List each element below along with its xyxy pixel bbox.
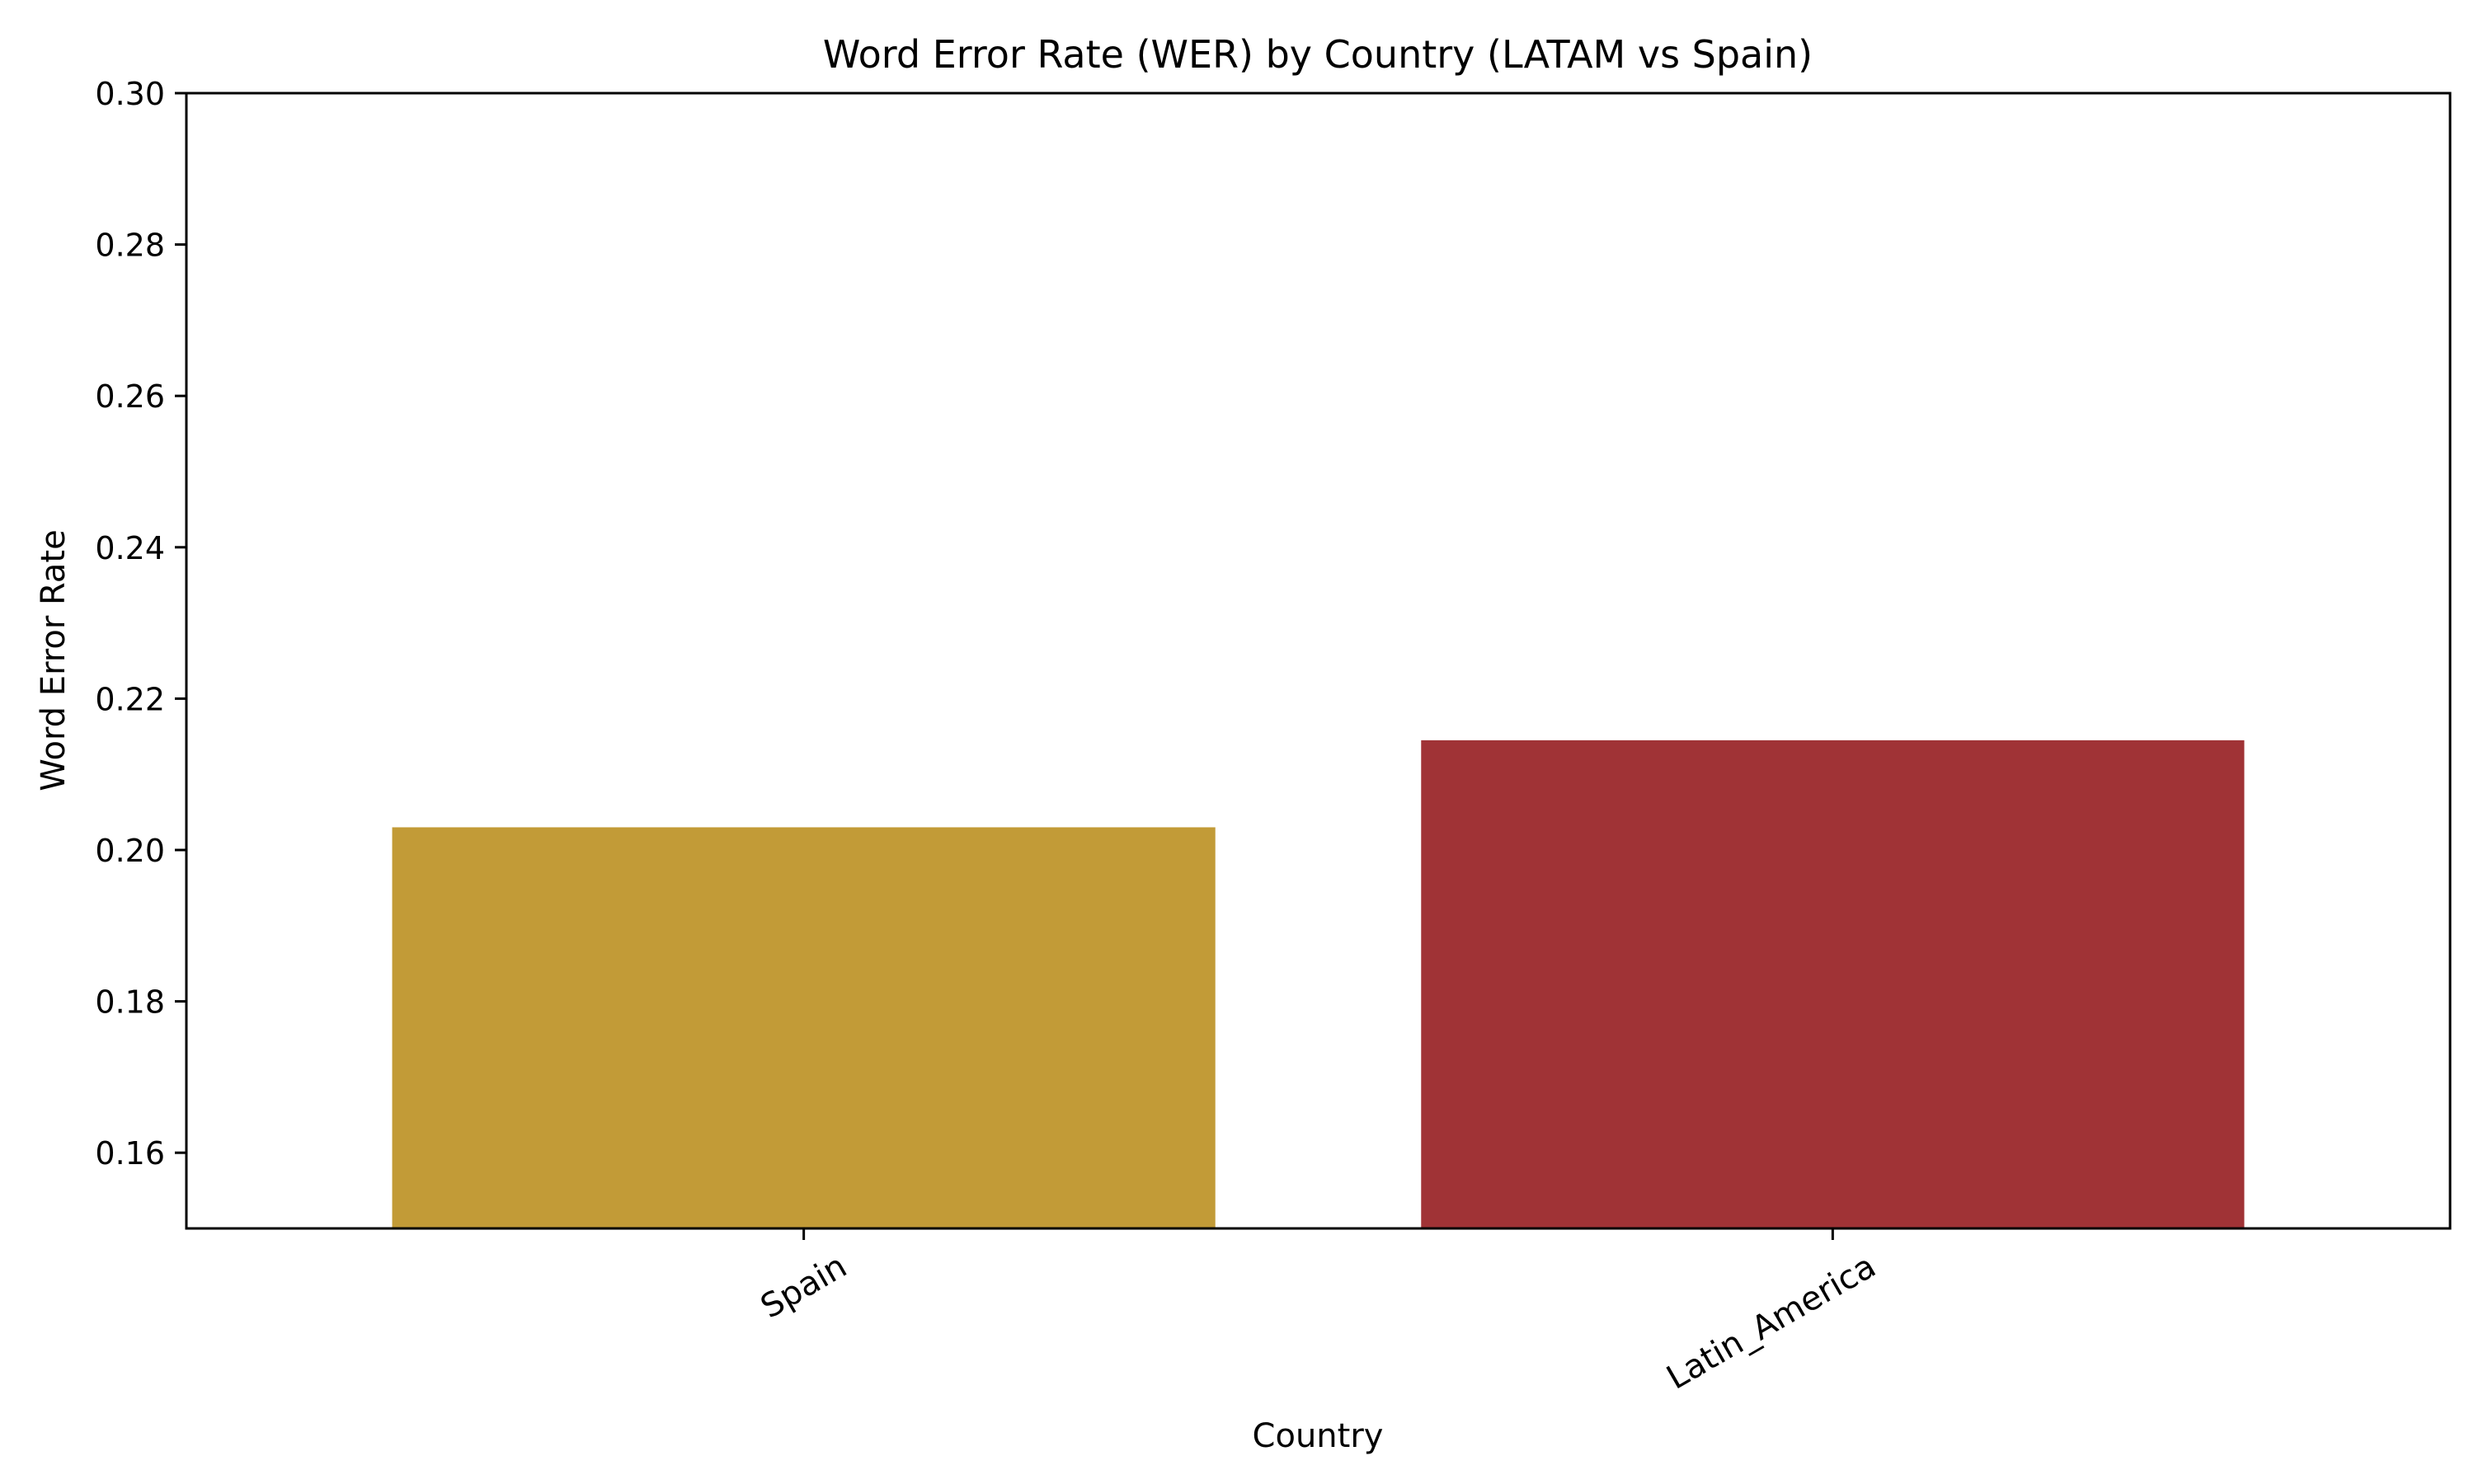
plot-frame <box>185 92 2452 1230</box>
x-tick-label: Latin_America <box>1660 1247 1882 1397</box>
y-axis: 0.16 0.18 0.20 0.22 0.24 0.26 0.28 0.30 <box>95 76 186 1172</box>
y-tick-label: 0.28 <box>95 228 165 264</box>
x-axis-label: Country <box>1253 1417 1384 1455</box>
y-tick-label: 0.20 <box>95 833 165 869</box>
y-axis-label: Word Error Rate <box>35 529 73 791</box>
y-tick-label: 0.24 <box>95 530 165 566</box>
bar-latin-america <box>1421 740 2245 1228</box>
chart-title: Word Error Rate (WER) by Country (LATAM … <box>823 32 1813 77</box>
bar-spain <box>392 827 1216 1228</box>
y-tick-label: 0.26 <box>95 378 165 415</box>
y-tick-label: 0.18 <box>95 984 165 1021</box>
y-tick-label: 0.16 <box>95 1135 165 1172</box>
y-tick-label: 0.30 <box>95 76 165 112</box>
x-axis: Spain Latin_America <box>755 1228 1882 1397</box>
y-tick-label: 0.22 <box>95 681 165 717</box>
bars-group <box>392 740 2245 1228</box>
x-tick-label: Spain <box>755 1247 854 1327</box>
